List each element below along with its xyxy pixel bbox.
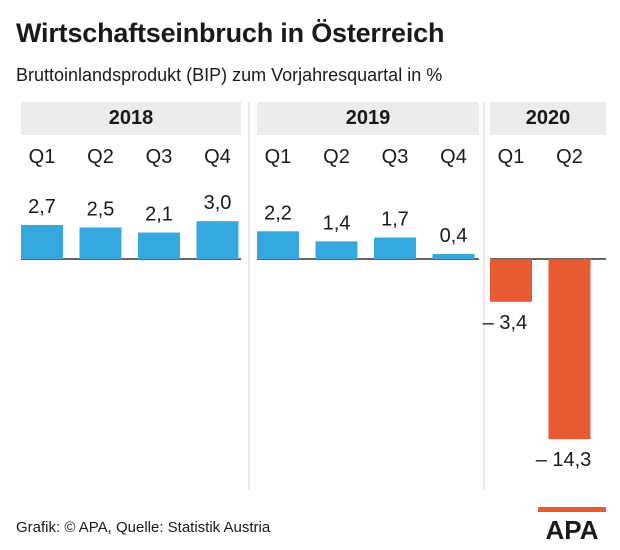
apa-logo-text: APA <box>546 515 599 541</box>
bar-2018-q4 <box>196 221 239 259</box>
bar-2019-q3 <box>374 237 416 259</box>
value-label-2018-q2: 2,5 <box>87 199 115 221</box>
bar-2019-q1 <box>257 231 299 259</box>
value-label-2019-q1: 2,2 <box>264 202 292 224</box>
value-label-2020-q2: – 14,3 <box>536 449 592 471</box>
bar-2019-q4 <box>432 253 475 259</box>
value-label-2019-q4: 0,4 <box>440 225 468 247</box>
year-band-2018: 2018 <box>21 102 241 135</box>
quarter-label-2018-q2: Q2 <box>87 146 114 168</box>
year-label-2018: 2018 <box>108 107 154 129</box>
bar-2020-q1 <box>490 259 532 302</box>
value-label-2019-q2: 1,4 <box>323 212 351 234</box>
quarter-label-2018-q4: Q4 <box>204 146 231 168</box>
quarter-label-2019-q1: Q1 <box>265 146 292 168</box>
quarter-label-2018-q3: Q3 <box>146 146 173 168</box>
bar-2018-q3 <box>138 232 180 259</box>
bar-2020-q2 <box>548 259 591 440</box>
chart-title: Wirtschaftseinbruch in Österreich <box>16 18 445 48</box>
quarter-label-2020-q2: Q2 <box>556 146 583 168</box>
value-label-2019-q3: 1,7 <box>381 209 409 231</box>
quarter-label-2018-q1: Q1 <box>29 146 56 168</box>
chart-subtitle: Bruttoinlandsprodukt (BIP) zum Vorjahres… <box>16 65 443 85</box>
bar-2019-q2 <box>315 241 358 259</box>
year-band-2019: 2019 <box>257 102 479 135</box>
value-label-2018-q3: 2,1 <box>145 204 173 226</box>
quarter-label-2019-q2: Q2 <box>323 146 350 168</box>
year-band-2020: 2020 <box>490 102 606 135</box>
year-label-2020: 2020 <box>525 107 571 129</box>
apa-logo: APA <box>538 507 606 545</box>
quarter-label-2019-q3: Q3 <box>382 146 409 168</box>
bar-2018-q1 <box>21 224 63 259</box>
bar-2018-q2 <box>79 227 122 259</box>
year-label-2019: 2019 <box>345 107 391 129</box>
value-label-2020-q1: – 3,4 <box>483 312 527 334</box>
quarter-label-2020-q1: Q1 <box>498 146 525 168</box>
source-note: Grafik: © APA, Quelle: Statistik Austria <box>16 519 271 536</box>
value-label-2018-q4: 3,0 <box>204 192 232 214</box>
quarter-label-2019-q4: Q4 <box>440 146 467 168</box>
value-label-2018-q1: 2,7 <box>28 196 56 218</box>
